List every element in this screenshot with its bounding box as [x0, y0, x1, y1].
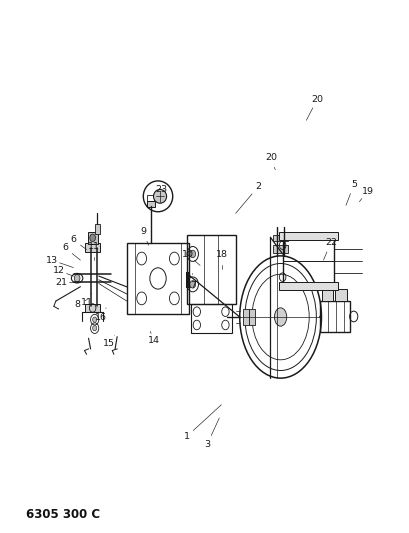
Bar: [249, 309, 254, 325]
Bar: [272, 245, 287, 253]
Text: 6: 6: [62, 244, 68, 253]
Bar: [321, 289, 333, 301]
Circle shape: [90, 234, 95, 241]
Text: 22: 22: [324, 238, 336, 247]
Text: 3: 3: [204, 440, 209, 449]
Bar: [282, 237, 333, 285]
Bar: [319, 301, 349, 332]
Text: 17: 17: [185, 280, 198, 289]
Text: 8: 8: [74, 300, 80, 309]
Text: 13: 13: [45, 256, 58, 264]
Circle shape: [189, 250, 195, 257]
Bar: [85, 304, 100, 312]
Circle shape: [92, 317, 97, 322]
Bar: [85, 243, 100, 252]
Bar: [272, 235, 287, 241]
Ellipse shape: [153, 189, 166, 203]
Text: 12: 12: [53, 266, 65, 275]
Bar: [88, 232, 97, 244]
Bar: [190, 304, 231, 333]
Text: 23: 23: [155, 185, 166, 194]
Text: 20: 20: [265, 153, 276, 162]
Text: 11: 11: [88, 242, 100, 251]
Text: 6305 300 C: 6305 300 C: [26, 508, 100, 521]
Text: 5: 5: [350, 180, 356, 189]
Circle shape: [189, 281, 195, 288]
Text: 21: 21: [55, 278, 67, 287]
Bar: [94, 224, 99, 233]
Circle shape: [92, 326, 97, 331]
Bar: [127, 243, 188, 314]
Text: 15: 15: [103, 339, 115, 348]
Text: 9: 9: [139, 228, 146, 237]
Text: 16: 16: [94, 312, 106, 321]
Bar: [243, 309, 248, 325]
Bar: [147, 195, 153, 201]
Bar: [334, 289, 346, 301]
Text: 19: 19: [361, 187, 373, 196]
Bar: [146, 201, 154, 207]
Text: 10: 10: [182, 251, 193, 260]
Text: 14: 14: [148, 336, 160, 345]
Bar: [278, 232, 337, 240]
Bar: [186, 235, 235, 304]
Bar: [278, 282, 337, 290]
Text: 2: 2: [254, 182, 261, 191]
Text: 11: 11: [81, 298, 93, 307]
Text: 6: 6: [70, 236, 76, 245]
Text: 18: 18: [216, 251, 227, 260]
Text: 1: 1: [183, 432, 189, 441]
Text: 20: 20: [310, 94, 323, 103]
Circle shape: [74, 274, 80, 282]
Ellipse shape: [274, 308, 286, 326]
